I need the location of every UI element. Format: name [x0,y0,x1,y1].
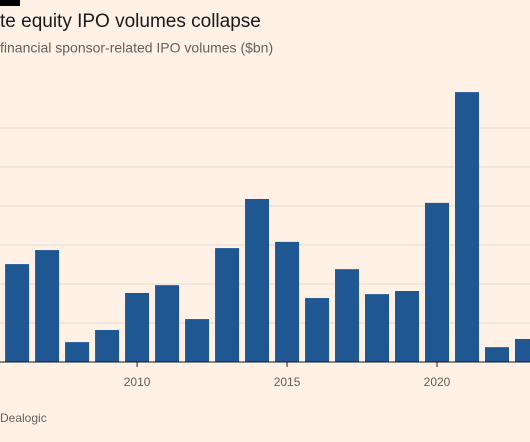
bar [245,198,270,362]
bar [95,330,120,362]
chart-title: te equity IPO volumes collapse [0,11,261,32]
bar [395,291,420,362]
bar [335,269,360,362]
bar [515,338,530,362]
bar [275,241,300,362]
bar [155,285,180,362]
x-tick-label: 2020 [424,375,451,389]
x-tick-label: 2010 [124,375,151,389]
x-tick-label: 2015 [274,375,301,389]
bar [425,202,450,362]
bar [65,342,90,362]
bar [455,92,480,363]
bar [215,248,240,362]
bar [125,292,150,362]
bar [5,264,30,362]
brand-bar [0,0,20,6]
source: Dealogic [0,411,47,425]
chart-subtitle: financial sponsor-related IPO volumes ($… [0,40,273,56]
bar [305,298,330,362]
bar [35,250,60,362]
bar [185,319,210,362]
bar [365,294,390,362]
bar [485,347,510,362]
